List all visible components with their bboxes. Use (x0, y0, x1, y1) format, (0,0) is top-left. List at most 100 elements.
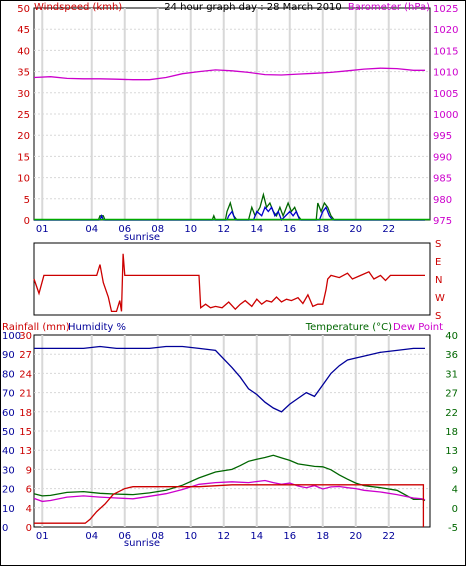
humidity-tick-60: 60 (2, 408, 15, 419)
windspeed-tick-45: 45 (17, 25, 30, 36)
humidity-axis-label: Humidity % (68, 322, 126, 333)
rain-tick-30: 30 (19, 331, 32, 342)
barometer-tick-1000: 1000 (433, 110, 458, 121)
barometer-tick-1005: 1005 (433, 89, 458, 100)
x-tick-label-20: 20 (349, 531, 362, 542)
series-line-dew-point (33, 479, 426, 503)
dew-point-axis-label: Dew Point (393, 322, 443, 333)
temperature-tick-9: 9 (452, 465, 458, 476)
x-tick-label-14: 14 (250, 224, 263, 235)
series-line-barometer (33, 67, 425, 81)
humidity-tick-70: 70 (2, 389, 15, 400)
rain-tick-15: 15 (19, 427, 32, 438)
temperature-tick-40: 40 (445, 331, 458, 342)
humidity-tick-30: 30 (2, 465, 15, 476)
rain-tick-0: 0 (26, 523, 32, 534)
wind-direction-plot-frame (33, 242, 431, 316)
rain-tick-6: 6 (26, 485, 32, 496)
series-line-wind-average (34, 205, 425, 222)
temperature-tick--5: -5 (448, 523, 458, 534)
barometer-tick-975: 975 (433, 216, 452, 227)
x-tick-label-18: 18 (316, 531, 329, 542)
windspeed-tick-10: 10 (17, 174, 30, 185)
x-tick-label-06: 06 (118, 531, 131, 542)
temperature-tick-4: 4 (452, 485, 458, 496)
series-line-temperature (33, 454, 426, 502)
x-tick-label-10: 10 (184, 531, 197, 542)
temperature-tick-0: 0 (452, 504, 458, 515)
barometer-tick-995: 995 (433, 131, 452, 142)
series-line-wind-direction (33, 253, 425, 313)
rain-tick-21: 21 (19, 389, 32, 400)
temperature-tick-27: 27 (445, 389, 458, 400)
wind-baro-series (33, 67, 430, 222)
windspeed-tick-25: 25 (17, 110, 30, 121)
humidity-tick-40: 40 (2, 446, 15, 457)
compass-tick-S-4: S (435, 311, 441, 322)
windspeed-tick-20: 20 (17, 131, 30, 142)
barometer-tick-1020: 1020 (433, 25, 458, 36)
rain-tick-13: 13 (19, 446, 32, 457)
sunrise-label-top: sunrise (124, 232, 160, 243)
compass-tick-S-0: S (435, 239, 441, 250)
humidity-tick-0: 0 (2, 523, 8, 534)
page-title: 24 hour graph day : 28 March 2010 (164, 2, 342, 13)
compass-tick-N-2: N (435, 275, 442, 286)
compass-tick-W-3: W (435, 293, 445, 304)
rain-tick-27: 27 (19, 350, 32, 361)
rain-tick-24: 24 (19, 369, 32, 380)
humidity-tick-100: 100 (2, 331, 21, 342)
x-tick-label-22: 22 (382, 531, 395, 542)
x-tick-label-12: 12 (217, 224, 230, 235)
windspeed-tick-15: 15 (17, 152, 30, 163)
x-tick-label-10: 10 (184, 224, 197, 235)
x-tick-label-16: 16 (283, 531, 296, 542)
wind-baro-x-ticks: 01 04 06 08 10 12 14 16 18 20 22 (36, 224, 395, 235)
barometer-tick-980: 980 (433, 195, 452, 206)
temperature-tick-36: 36 (445, 350, 458, 361)
humidity-tick-20: 20 (2, 485, 15, 496)
x-tick-label-20: 20 (349, 224, 362, 235)
wind-direction-series (33, 253, 425, 313)
x-tick-label-18: 18 (316, 224, 329, 235)
rain-tick-9: 9 (26, 465, 32, 476)
humidity-temp-series (33, 345, 426, 527)
temperature-tick-22: 22 (445, 408, 458, 419)
temperature-tick-31: 31 (445, 369, 458, 380)
barometer-tick-1025: 1025 (433, 4, 458, 15)
x-tick-label-01: 01 (36, 224, 49, 235)
windspeed-tick-50: 50 (17, 4, 30, 15)
rainfall-axis-label: Rainfall (mm) (2, 322, 70, 333)
x-tick-label-06: 06 (118, 224, 131, 235)
barometer-tick-1015: 1015 (433, 46, 458, 57)
barometer-axis-label: Barometer (hPa) (348, 2, 430, 13)
windspeed-tick-30: 30 (17, 89, 30, 100)
humidity-temp-x-ticks: 01 04 06 08 10 12 14 16 18 20 22 (36, 531, 395, 542)
windspeed-tick-40: 40 (17, 46, 30, 57)
rain-tick-18: 18 (19, 408, 32, 419)
x-tick-label-12: 12 (217, 531, 230, 542)
temperature-tick-13: 13 (445, 446, 458, 457)
series-line-rainfall (34, 484, 425, 527)
windspeed-tick-5: 5 (24, 195, 30, 206)
x-tick-label-04: 04 (85, 224, 98, 235)
humidity-tick-80: 80 (2, 369, 15, 380)
temperature-tick-18: 18 (445, 427, 458, 438)
barometer-tick-1010: 1010 (433, 68, 458, 79)
x-tick-label-22: 22 (382, 224, 395, 235)
barometer-tick-985: 985 (433, 174, 452, 185)
x-tick-label-08: 08 (151, 224, 164, 235)
barometer-tick-990: 990 (433, 152, 452, 163)
x-tick-label-14: 14 (250, 531, 263, 542)
windspeed-tick-0: 0 (24, 216, 30, 227)
rain-tick-4: 4 (26, 504, 32, 515)
series-line-humidity (34, 345, 425, 413)
windspeed-tick-35: 35 (17, 68, 30, 79)
humidity-tick-90: 90 (2, 350, 15, 361)
sunrise-label-bottom: sunrise (124, 538, 160, 549)
